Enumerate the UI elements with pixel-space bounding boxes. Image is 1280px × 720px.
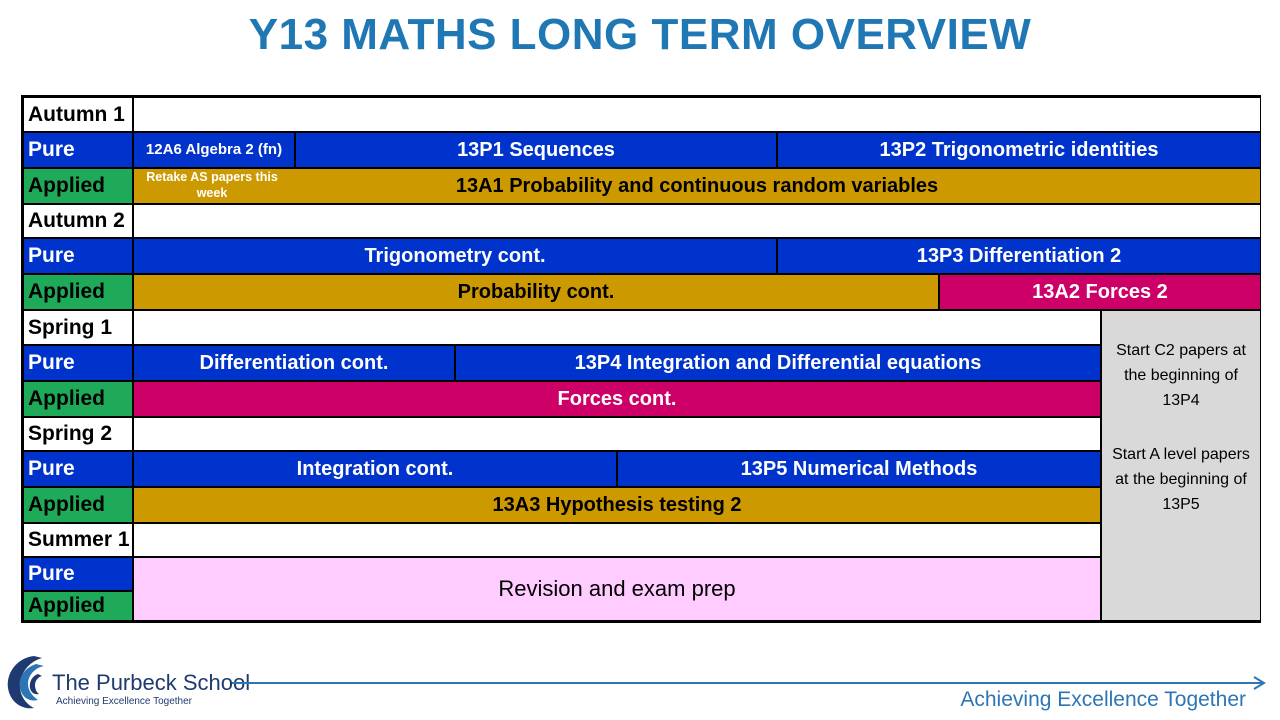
side-note-panel: Start C2 papers at the beginning of 13P4…: [1101, 310, 1261, 621]
row-label-summer1-pure: Pure: [23, 557, 133, 591]
spring1-pure-13p4: 13P4 Integration and Differential equati…: [455, 345, 1101, 381]
side-note-alevel: Start A level papers at the beginning of…: [1112, 446, 1250, 513]
spring2-pure-int-cont: Integration cont.: [133, 451, 617, 487]
autumn1-retake-note: Retake AS papers this week: [137, 169, 287, 203]
overview-table: Autumn 1 Pure 12A6 Algebra 2 (fn) 13P1 S…: [21, 95, 1261, 623]
autumn1-pure-13p2: 13P2 Trigonometric identities: [777, 132, 1261, 168]
spring1-pure-diff-cont: Differentiation cont.: [133, 345, 455, 381]
row-label-spring1-pure: Pure: [23, 345, 133, 381]
row-label-autumn2: Autumn 2: [23, 204, 133, 238]
autumn2-pure-13p3: 13P3 Differentiation 2: [777, 238, 1261, 274]
row-label-spring2-pure: Pure: [23, 451, 133, 487]
row-label-summer1-applied: Applied: [23, 591, 133, 621]
autumn2-applied-prob-cont: Probability cont.: [133, 274, 939, 310]
school-tagline: Achieving Excellence Together: [56, 696, 193, 707]
row-label-summer1: Summer 1: [23, 523, 133, 557]
row-label-spring1-applied: Applied: [23, 381, 133, 417]
spring1-applied-forces-cont: Forces cont.: [133, 381, 1101, 417]
footer-motto: Achieving Excellence Together: [960, 688, 1246, 711]
school-name: The Purbeck School: [52, 670, 251, 695]
autumn2-header-cell: [133, 204, 1261, 238]
autumn2-applied-13a2: 13A2 Forces 2: [939, 274, 1261, 310]
row-label-autumn2-pure: Pure: [23, 238, 133, 274]
summer1-revision: Revision and exam prep: [133, 557, 1101, 621]
summer1-header-cell: [133, 523, 1101, 557]
page-title: Y13 MATHS LONG TERM OVERVIEW: [248, 10, 1032, 59]
autumn1-pure-12a6: 12A6 Algebra 2 (fn): [133, 132, 295, 168]
row-label-autumn1: Autumn 1: [23, 97, 133, 132]
autumn1-pure-13p1: 13P1 Sequences: [295, 132, 777, 168]
row-label-autumn1-applied: Applied: [23, 168, 133, 204]
autumn1-applied-13a1: 13A1 Probability and continuous random v…: [133, 168, 1261, 204]
autumn1-header-cell: [133, 97, 1261, 132]
spring1-header-cell: [133, 310, 1101, 345]
autumn2-pure-trig-cont: Trigonometry cont.: [133, 238, 777, 274]
row-label-spring1: Spring 1: [23, 310, 133, 345]
spring2-pure-13p5: 13P5 Numerical Methods: [617, 451, 1101, 487]
spring2-applied-13a3: 13A3 Hypothesis testing 2: [133, 487, 1101, 523]
side-note-c2: Start C2 papers at the beginning of 13P4: [1116, 342, 1246, 409]
row-label-autumn2-applied: Applied: [23, 274, 133, 310]
spring2-header-cell: [133, 417, 1101, 451]
row-label-spring2: Spring 2: [23, 417, 133, 451]
row-label-autumn1-pure: Pure: [23, 132, 133, 168]
footer-arrow-line: [232, 676, 1266, 690]
shell-logo-icon: [7, 656, 44, 709]
row-label-spring2-applied: Applied: [23, 487, 133, 523]
